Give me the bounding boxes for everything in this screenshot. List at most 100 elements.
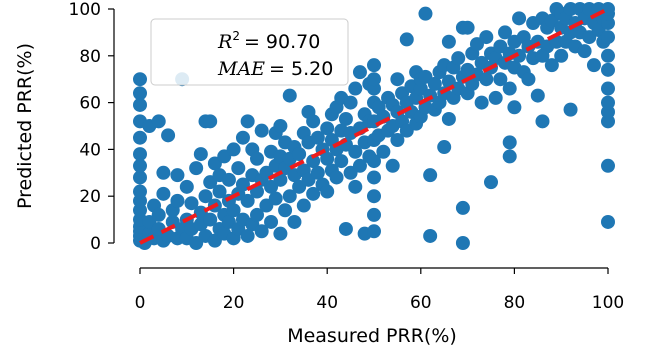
data-point xyxy=(451,51,466,66)
data-point xyxy=(502,135,517,150)
data-point xyxy=(334,154,349,169)
data-point xyxy=(427,76,442,91)
data-point xyxy=(133,72,147,87)
data-point xyxy=(133,158,147,173)
data-point xyxy=(240,228,255,243)
data-point xyxy=(151,207,166,222)
data-point xyxy=(423,168,438,183)
data-point xyxy=(586,58,601,73)
data-point xyxy=(203,114,218,129)
data-point xyxy=(212,184,227,199)
y-tick-label: 40 xyxy=(79,140,101,160)
x-tick-label: 80 xyxy=(504,293,526,313)
data-point xyxy=(437,140,452,155)
data-point xyxy=(310,130,325,145)
data-point xyxy=(493,72,508,87)
data-point xyxy=(544,58,559,73)
data-point xyxy=(306,114,321,129)
data-point xyxy=(203,212,218,227)
data-point xyxy=(320,151,335,166)
data-point xyxy=(418,6,433,21)
data-point xyxy=(498,25,513,40)
data-point xyxy=(320,184,335,199)
points-layer xyxy=(133,2,615,250)
data-point xyxy=(151,114,166,129)
data-point xyxy=(460,20,475,35)
data-point xyxy=(352,158,367,173)
y-axis-title: Predicted PRR(%) xyxy=(14,43,36,209)
data-point xyxy=(133,130,147,145)
data-point xyxy=(338,111,353,126)
data-point xyxy=(273,119,288,133)
data-point xyxy=(170,193,185,208)
data-point xyxy=(198,189,213,204)
data-point xyxy=(601,214,615,229)
data-point xyxy=(441,111,456,126)
data-point xyxy=(535,114,550,129)
data-point xyxy=(479,72,494,87)
data-point xyxy=(310,165,325,180)
x-tick-label: 0 xyxy=(135,293,146,313)
data-point xyxy=(479,30,494,45)
data-point xyxy=(390,133,405,148)
data-point xyxy=(226,142,241,157)
y-tick-label: 80 xyxy=(79,47,101,67)
data-point xyxy=(474,95,489,110)
data-point xyxy=(221,172,236,187)
data-point xyxy=(455,200,470,215)
data-point xyxy=(348,144,363,159)
data-point xyxy=(484,175,498,190)
data-point xyxy=(352,65,367,80)
data-point xyxy=(385,158,400,173)
data-point xyxy=(250,151,264,166)
data-point xyxy=(170,168,185,183)
x-axis-title: Measured PRR(%) xyxy=(287,325,457,347)
x-tick-label: 20 xyxy=(223,293,245,313)
stats-annotation: R2 = 90.70 MAE = 5.20 xyxy=(150,18,349,86)
data-point xyxy=(161,128,176,143)
data-point xyxy=(287,214,302,229)
data-point xyxy=(502,149,517,164)
data-point xyxy=(338,221,353,236)
data-point xyxy=(292,147,307,162)
data-point xyxy=(240,114,255,129)
data-point xyxy=(367,58,381,73)
data-point xyxy=(502,81,517,96)
data-point xyxy=(367,170,381,185)
data-point xyxy=(250,207,264,222)
y-tick-label: 0 xyxy=(90,234,101,254)
data-point xyxy=(512,11,527,26)
data-point xyxy=(343,95,358,110)
data-point xyxy=(254,123,269,138)
data-point xyxy=(240,193,255,208)
data-point xyxy=(320,121,335,136)
data-point xyxy=(156,186,171,201)
data-point xyxy=(133,170,147,185)
data-point xyxy=(193,147,208,162)
data-point xyxy=(306,154,321,169)
identity-reference-line xyxy=(139,7,609,245)
data-point xyxy=(235,130,250,145)
data-point xyxy=(231,161,246,176)
data-point xyxy=(423,228,438,243)
data-point xyxy=(133,97,147,112)
y-tick-label: 60 xyxy=(79,94,101,114)
data-point xyxy=(367,224,381,239)
data-point xyxy=(273,226,288,241)
data-point xyxy=(133,86,147,101)
data-point xyxy=(601,81,615,96)
x-tick-label: 40 xyxy=(316,293,338,313)
data-point xyxy=(601,30,615,45)
data-point xyxy=(306,186,321,201)
data-point xyxy=(455,236,470,250)
data-point xyxy=(235,177,250,192)
x-ticks: 0 20 40 60 80 100 xyxy=(135,268,624,313)
data-point xyxy=(367,72,381,87)
data-point xyxy=(367,189,381,204)
data-point xyxy=(376,144,391,159)
data-point xyxy=(521,72,536,87)
data-point xyxy=(282,189,297,204)
data-point xyxy=(367,207,381,222)
data-point xyxy=(601,48,615,63)
